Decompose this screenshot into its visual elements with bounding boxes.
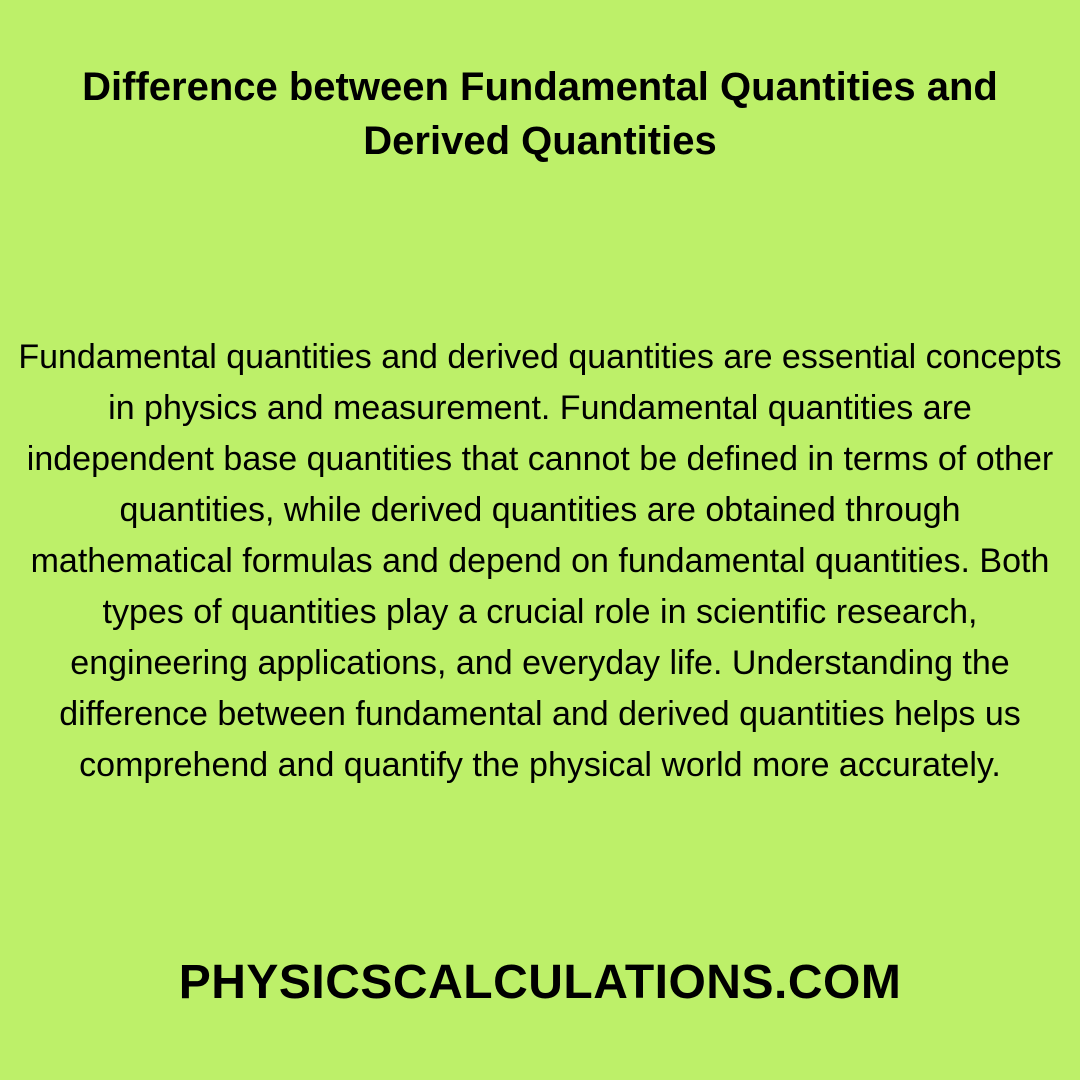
document-body: Fundamental quantities and derived quant… <box>10 332 1070 791</box>
document-title: Difference between Fundamental Quantitie… <box>10 60 1070 168</box>
source-attribution: PHYSICSCALCULATIONS.COM <box>10 955 1070 1010</box>
